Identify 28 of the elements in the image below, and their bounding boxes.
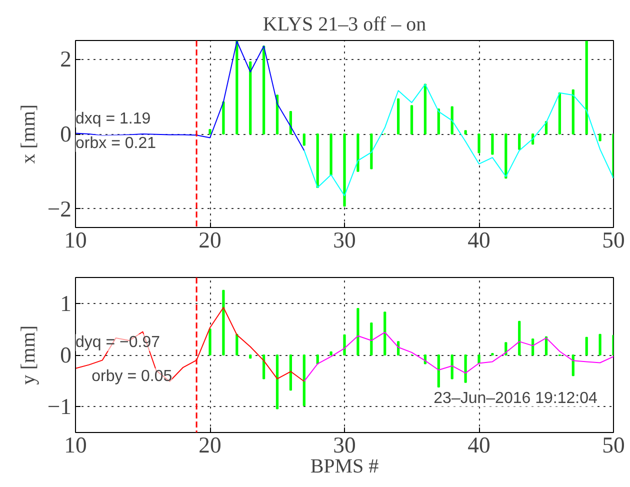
line-series [304,332,614,382]
chart-title: KLYS 21–3 off – on [262,14,426,36]
x-tick-label: 50 [602,432,625,458]
y-tick-label: −1 [47,394,72,420]
y-tick-label: 0 [60,342,72,368]
annotation: 23–Jun–2016 19:12:04 [434,390,598,407]
y-tick-label: 0 [60,122,72,146]
x-axis-title: BPMS # [310,456,379,478]
x-tick-label: 10 [64,432,87,458]
line-series [304,84,614,196]
x-tick-label: 10 [64,228,87,252]
annotation: orbx = 0.21 [76,134,156,152]
annotation: orby = 0.05 [92,368,172,386]
y-axis-title: x [mm] [17,104,40,164]
x-tick-label: 30 [333,228,356,252]
y-tick-label: 1 [60,290,72,316]
x-tick-label: 20 [198,432,222,458]
y-axis-title: y [mm] [17,325,40,385]
line-series [76,40,305,151]
annotation: dyq = −0.97 [76,334,160,352]
y-tick-label: −2 [47,196,72,222]
x-tick-label: 30 [333,432,356,458]
x-tick-label: 50 [602,228,625,252]
x-tick-label: 40 [468,432,490,458]
y-tick-label: 2 [60,46,72,72]
x-tick-label: 20 [198,228,222,252]
x-tick-label: 40 [468,228,490,252]
annotation: dxq = 1.19 [76,110,151,128]
